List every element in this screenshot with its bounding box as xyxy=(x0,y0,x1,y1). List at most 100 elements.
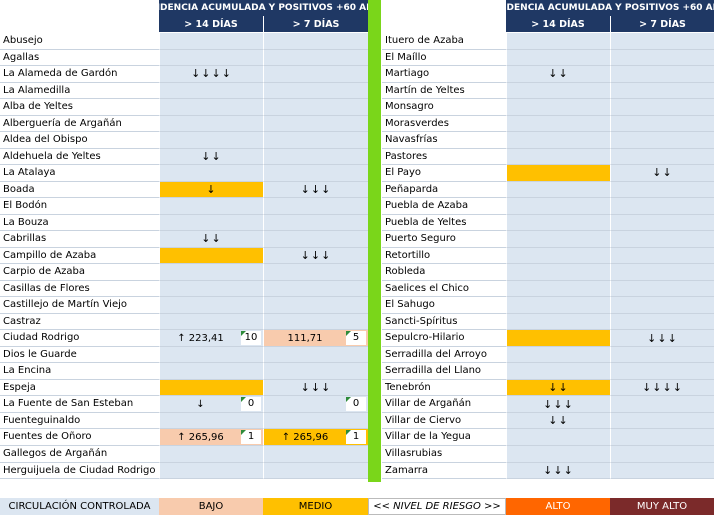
incidence-cell-14-days xyxy=(506,132,610,149)
incidence-cell-7-days xyxy=(263,346,368,364)
table-row: Martiago ↓↓ xyxy=(382,66,714,83)
incidence-cell-14-days: ↓↓↓ xyxy=(506,462,610,480)
municipality-name: Robleda xyxy=(382,264,506,281)
incidence-cell-14-days xyxy=(159,313,263,331)
municipality-name: Puebla de Azaba xyxy=(382,198,506,215)
incidence-cell-14-days xyxy=(159,132,263,149)
panel-divider xyxy=(368,0,381,482)
trend-arrows: ↓↓ xyxy=(652,166,673,180)
trend-arrows: ↓↓ xyxy=(548,67,569,81)
incidence-cell-7-days xyxy=(263,165,368,182)
table-row: Retortillo xyxy=(382,247,714,265)
incidence-cell-7-days xyxy=(263,214,368,232)
table-row: Puebla de Yeltes xyxy=(382,214,714,232)
table-row: Serradilla del Llano xyxy=(382,363,714,380)
incidence-cell-7-days xyxy=(610,66,714,83)
incidence-cell-14-days xyxy=(159,214,263,232)
table-row: Navasfrías xyxy=(382,132,714,149)
trend-arrows: ↓↓↓↓ xyxy=(191,67,232,81)
municipality-name: Carpio de Azaba xyxy=(0,264,159,281)
table-row: Espeja ↓↓↓ xyxy=(0,379,368,397)
table-row: Campillo de Azaba ↓↓↓ xyxy=(0,247,368,265)
positives-count: 1 xyxy=(241,430,261,445)
incidence-cell-7-days xyxy=(263,297,368,314)
header-title-left: INCIDENCIA ACUMULADA Y POSITIVOS +60 AÑO… xyxy=(159,0,368,16)
incidence-value: ↑ 265,96 xyxy=(177,431,224,443)
trend-arrows: ↓↓↓ xyxy=(543,463,574,477)
header-col14-right: > 14 DÍAS xyxy=(506,16,610,32)
table-row: Martín de Yeltes xyxy=(382,82,714,100)
incidence-cell-14-days xyxy=(159,379,263,397)
incidence-value: ↓ xyxy=(196,398,205,410)
table-row: Gallegos de Argañán xyxy=(0,446,368,463)
table-row: Herguijuela de Ciudad Rodrigo xyxy=(0,462,368,480)
municipality-name: Serradilla del Arroyo xyxy=(382,346,506,364)
incidence-cell-7-days xyxy=(610,297,714,314)
table-row: Tenebrón ↓↓ ↓↓↓↓ xyxy=(382,379,714,397)
incidence-cell-7-days: ↑ 265,96 1 xyxy=(263,429,368,446)
incidence-cell-14-days xyxy=(506,363,610,380)
table-row: Morasverdes xyxy=(382,115,714,133)
incidence-cell-7-days xyxy=(610,231,714,248)
incidence-cell-7-days xyxy=(610,247,714,265)
table-row: Aldehuela de Yeltes ↓↓ xyxy=(0,148,368,166)
incidence-cell-7-days xyxy=(610,264,714,281)
municipality-name: Fuenteguinaldo xyxy=(0,412,159,430)
incidence-cell-7-days xyxy=(263,231,368,248)
incidence-cell-7-days xyxy=(263,264,368,281)
incidence-cell-14-days: ↓↓↓ xyxy=(506,396,610,413)
municipality-name: Puebla de Yeltes xyxy=(382,214,506,232)
trend-arrows: ↓ xyxy=(206,182,217,196)
table-row: Puerto Seguro xyxy=(382,231,714,248)
incidence-cell-7-days xyxy=(263,148,368,166)
positives-count: 5 xyxy=(346,331,366,346)
municipality-name: Villar de Ciervo xyxy=(382,412,506,430)
incidence-value: ↑ 223,41 xyxy=(177,332,224,344)
municipality-name: Villar de Argañán xyxy=(382,396,506,413)
incidence-cell-7-days xyxy=(610,429,714,446)
incidence-cell-7-days xyxy=(610,82,714,100)
incidence-cell-14-days xyxy=(506,247,610,265)
incidence-cell-14-days xyxy=(159,412,263,430)
incidence-cell-14-days xyxy=(506,33,610,50)
municipality-name: Puerto Seguro xyxy=(382,231,506,248)
table-row: La Fuente de San Esteban ↓ 0 0 xyxy=(0,396,368,413)
municipality-name: Agallas xyxy=(0,49,159,67)
table-row: Sancti-Spíritus xyxy=(382,313,714,331)
table-row: La Alamedilla xyxy=(0,82,368,100)
incidence-cell-14-days xyxy=(506,446,610,463)
incidence-cell-14-days xyxy=(506,148,610,166)
table-row: Castraz xyxy=(0,313,368,331)
incidence-cell-14-days xyxy=(159,99,263,116)
incidence-cell-7-days xyxy=(263,115,368,133)
incidence-cell-7-days: 111,71 5 xyxy=(263,330,368,347)
incidence-cell-7-days: ↓↓↓ xyxy=(263,379,368,397)
table-row: La Alameda de Gardón ↓↓↓↓ xyxy=(0,66,368,83)
municipality-name: Martín de Yeltes xyxy=(382,82,506,100)
table-row: La Bouza xyxy=(0,214,368,232)
table-row: Peñaparda xyxy=(382,181,714,199)
legend-risk-level: << NIVEL DE RIESGO >> xyxy=(368,498,506,515)
incidence-cell-14-days xyxy=(506,181,610,199)
municipality-name: Ituero de Azaba xyxy=(382,33,506,50)
incidence-cell-7-days xyxy=(263,363,368,380)
table-row: La Atalaya xyxy=(0,165,368,182)
incidence-cell-7-days xyxy=(610,214,714,232)
table-row: Villar de la Yegua xyxy=(382,429,714,446)
table-row: Ituero de Azaba xyxy=(382,33,714,50)
municipality-name: Retortillo xyxy=(382,247,506,265)
municipality-name: Tenebrón xyxy=(382,379,506,397)
municipality-name: Martiago xyxy=(382,66,506,83)
incidence-cell-7-days xyxy=(610,132,714,149)
incidence-cell-7-days xyxy=(263,99,368,116)
incidence-cell-7-days xyxy=(610,33,714,50)
trend-arrows: ↓↓↓↓ xyxy=(642,381,683,395)
municipality-name: Abusejo xyxy=(0,33,159,50)
trend-arrows: ↓↓ xyxy=(201,149,222,163)
municipality-name: Morasverdes xyxy=(382,115,506,133)
incidence-cell-7-days xyxy=(610,99,714,116)
table-row: Fuenteguinaldo xyxy=(0,412,368,430)
table-row: El Payo ↓↓ xyxy=(382,165,714,182)
incidence-cell-14-days xyxy=(159,82,263,100)
legend-very-high: MUY ALTO xyxy=(610,498,714,515)
